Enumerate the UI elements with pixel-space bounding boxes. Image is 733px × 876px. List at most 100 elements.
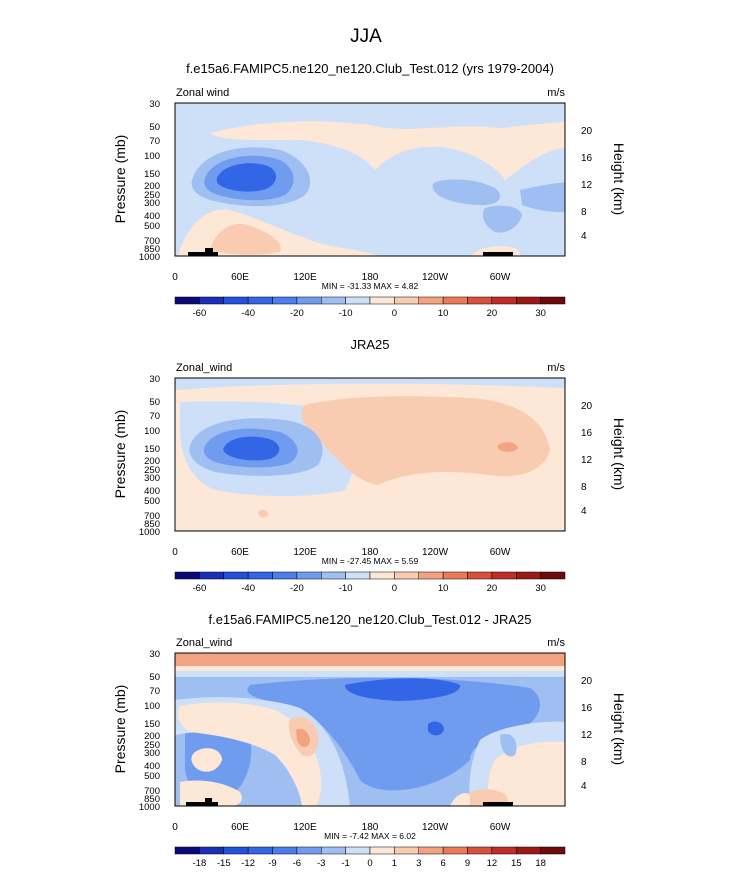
x-tick-label: 60E: [231, 547, 249, 558]
contour-fill: [258, 509, 268, 518]
contour-fill: [180, 780, 242, 806]
x-tick-label: 60W: [490, 822, 511, 833]
y-tick-label: 70: [149, 686, 160, 697]
colorbar-box: [272, 296, 298, 305]
y-tick-label: 700: [144, 236, 160, 247]
colorbar-label: 9: [465, 858, 470, 869]
panel-3-colorbar: -18 -15 -12 -9 -6 -3 -1 0 1 3 6 9 12 15 18: [174, 846, 566, 869]
y-tick-label: 700: [144, 786, 160, 797]
panel-1-xticks: 0 60E 120E 180 120W 60W: [172, 272, 511, 283]
panel-2-y2label: Height (km): [611, 418, 627, 490]
y-tick-label: 100: [144, 701, 160, 712]
y-tick-label: 500: [144, 496, 160, 507]
colorbar-box: [199, 296, 224, 305]
x-tick-label: 120E: [293, 272, 317, 283]
page-title: JJA: [350, 26, 382, 47]
colorbar-label: 0: [392, 583, 397, 594]
colorbar-box: [491, 296, 517, 305]
colorbar-box: [223, 846, 249, 855]
panel-2-left-label: Zonal_wind: [176, 362, 232, 374]
colorbar-box: [174, 571, 200, 580]
contour-fill: [520, 182, 565, 213]
y-tick-label: 300: [144, 198, 160, 209]
y-tick-label: 850: [144, 519, 160, 530]
panel-1-stats: MIN = -31.33 MAX = 4.82: [322, 281, 419, 291]
panel-1-height-ticks: 20 16 12 8 4: [581, 126, 593, 242]
contour-fill: [178, 702, 322, 806]
x-tick-label: 120E: [293, 547, 317, 558]
contour-fill: [432, 179, 501, 206]
contour-fill: [450, 793, 470, 806]
colorbar-label: 20: [487, 308, 498, 319]
colorbar-label: -60: [193, 583, 207, 594]
colorbar-label: 0: [367, 858, 372, 869]
colorbar-box: [394, 571, 419, 580]
topography: [483, 252, 513, 256]
colorbar-box: [223, 571, 249, 580]
height-tick-label: 20: [581, 126, 593, 137]
x-tick-label: 60W: [490, 272, 511, 283]
panel-1-right-label: m/s: [547, 87, 565, 99]
panel-2-height-ticks: 20 16 12 8 4: [581, 401, 593, 517]
colorbar-label: 20: [487, 583, 498, 594]
colorbar-label: -20: [290, 583, 304, 594]
y-tick-label: 1000: [139, 802, 160, 813]
colorbar-box: [491, 571, 517, 580]
panel-3-y2label: Height (km): [611, 693, 627, 765]
colorbar-box: [540, 846, 566, 855]
height-tick-label: 8: [581, 207, 587, 218]
panel-3-xticks: 0 60E 120E 180 120W 60W: [172, 822, 511, 833]
panel-2-xticks: 0 60E 120E 180 120W 60W: [172, 547, 511, 558]
topography: [205, 798, 212, 802]
colorbar-box: [247, 571, 273, 580]
x-tick-label: 60E: [231, 272, 249, 283]
colorbar-label: -10: [339, 308, 353, 319]
colorbar-label: 15: [511, 858, 522, 869]
x-tick-label: 120W: [422, 547, 449, 558]
colorbar-box: [247, 296, 273, 305]
y-tick-label: 400: [144, 211, 160, 222]
y-tick-label: 400: [144, 761, 160, 772]
panel-1: f.e15a6.FAMIPC5.ne120_ne120.Club_Test.01…: [112, 61, 627, 319]
panel-2: JRA25 Zonal_wind m/s 0 60E 120E 180 120W…: [112, 337, 627, 594]
colorbar-box: [174, 846, 200, 855]
panel-3-left-label: Zonal_wind: [176, 637, 232, 649]
y-tick-label: 100: [144, 151, 160, 162]
colorbar-box: [516, 846, 541, 855]
panel-3-frame: [174, 652, 566, 807]
contour-fill: [223, 436, 280, 461]
colorbar-box: [491, 846, 517, 855]
contour-fill: [210, 121, 565, 180]
contour-fill: [296, 728, 310, 748]
colorbar-label: -1: [341, 858, 349, 869]
panel-3-title: f.e15a6.FAMIPC5.ne120_ne120.Club_Test.01…: [208, 612, 531, 627]
height-tick-label: 4: [581, 506, 587, 517]
x-tick-label: 180: [362, 272, 379, 283]
colorbar-box: [345, 296, 371, 305]
y-tick-label: 70: [149, 136, 160, 147]
colorbar-label: -12: [241, 858, 255, 869]
x-tick-label: 60E: [231, 822, 249, 833]
x-tick-label: 180: [362, 822, 379, 833]
colorbar-label: -18: [193, 858, 207, 869]
contour-fill: [175, 653, 565, 666]
colorbar-box: [467, 296, 493, 305]
colorbar-label: -6: [293, 858, 301, 869]
y-tick-label: 50: [149, 122, 160, 133]
panel-2-stats: MIN = -27.45 MAX = 5.59: [322, 556, 419, 566]
colorbar-box: [321, 571, 346, 580]
panel-2-right-label: m/s: [547, 362, 565, 374]
contour-fill: [210, 223, 281, 255]
panel-1-y2label: Height (km): [611, 143, 627, 215]
contour-fill: [500, 733, 517, 757]
colorbar-box: [345, 846, 371, 855]
y-tick-label: 1000: [139, 527, 160, 538]
y-tick-label: 1000: [139, 252, 160, 263]
y-tick-label: 850: [144, 244, 160, 255]
colorbar-box: [442, 846, 468, 855]
y-tick-label: 850: [144, 794, 160, 805]
colorbar-box: [247, 846, 273, 855]
x-tick-label: 180: [362, 547, 379, 558]
contour-fill: [487, 741, 565, 806]
